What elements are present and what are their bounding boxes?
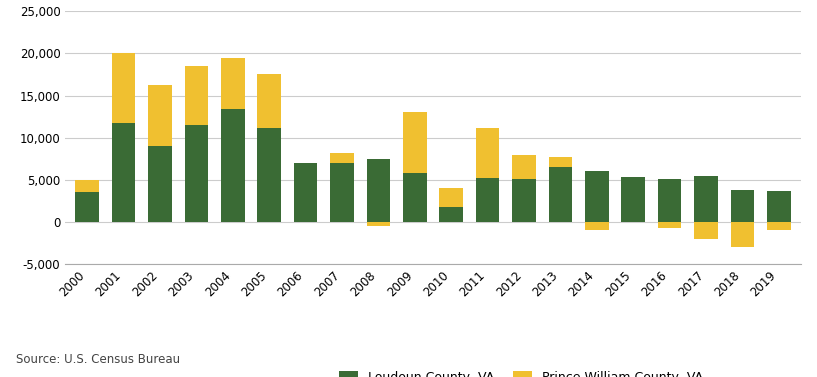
Bar (330, 163, 354, 222)
Bar (294, 163, 318, 222)
Bar (548, 167, 572, 222)
Bar (75, 192, 99, 222)
Bar (330, 153, 354, 163)
Bar (694, 176, 718, 222)
Bar (75, 180, 99, 192)
Bar (585, 171, 609, 222)
Bar (512, 155, 536, 179)
Bar (767, 191, 791, 222)
Bar (585, 222, 609, 230)
Bar (440, 188, 463, 207)
Bar (440, 207, 463, 222)
Text: Source: U.S. Census Bureau: Source: U.S. Census Bureau (16, 353, 181, 366)
Bar (730, 190, 754, 222)
Bar (475, 127, 499, 178)
Bar (622, 177, 645, 222)
Bar (148, 86, 172, 146)
Bar (548, 157, 572, 167)
Bar (367, 222, 391, 226)
Bar (730, 222, 754, 247)
Bar (221, 58, 244, 109)
Bar (148, 146, 172, 222)
Bar (112, 123, 136, 222)
Bar (767, 222, 791, 230)
Bar (257, 128, 281, 222)
Bar (694, 222, 718, 239)
Legend: Loudoun County, VA, Prince William County, VA: Loudoun County, VA, Prince William Count… (334, 366, 708, 377)
Bar (403, 112, 426, 173)
Bar (403, 173, 426, 222)
Bar (658, 179, 681, 222)
Bar (185, 66, 208, 125)
Bar (257, 75, 281, 128)
Bar (367, 159, 391, 222)
Bar (658, 222, 681, 228)
Bar (512, 179, 536, 222)
Bar (112, 54, 136, 123)
Bar (475, 178, 499, 222)
Bar (185, 125, 208, 222)
Bar (221, 109, 244, 222)
